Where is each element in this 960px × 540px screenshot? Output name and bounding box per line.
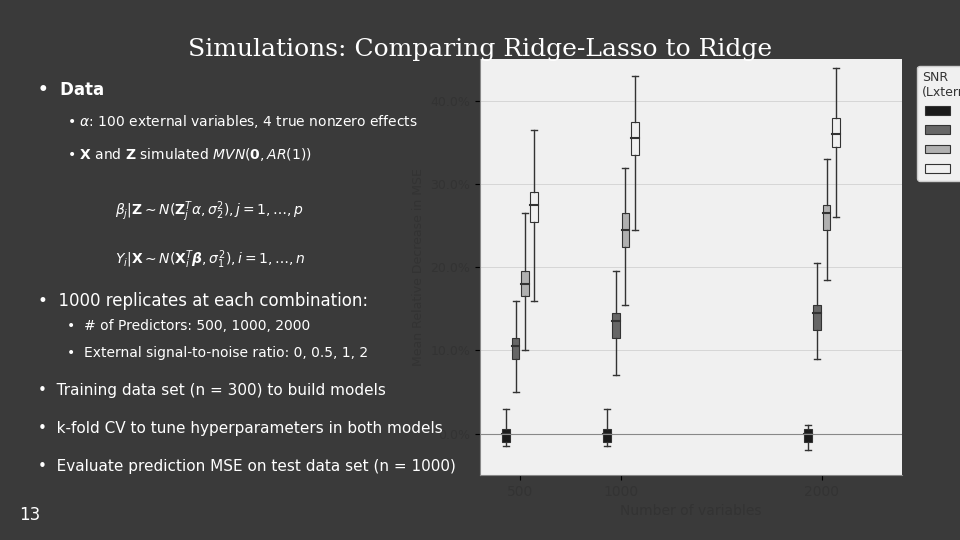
Text: •  # of Predictors: 500, 1000, 2000: • # of Predictors: 500, 1000, 2000: [67, 319, 310, 333]
FancyBboxPatch shape: [622, 213, 629, 246]
Text: • $\alpha$: 100 external variables, 4 true nonzero effects: • $\alpha$: 100 external variables, 4 tr…: [67, 113, 418, 130]
Text: •  1000 replicates at each combination:: • 1000 replicates at each combination:: [38, 292, 369, 309]
FancyBboxPatch shape: [502, 429, 510, 442]
Text: •  Evaluate prediction MSE on test data set (n = 1000): • Evaluate prediction MSE on test data s…: [38, 459, 456, 474]
Text: 13: 13: [19, 506, 40, 524]
Text: $\beta_j|\mathbf{Z} \sim N(\mathbf{Z}_j^T\alpha, \sigma_2^2), j = 1, \ldots, p$: $\beta_j|\mathbf{Z} \sim N(\mathbf{Z}_j^…: [115, 200, 304, 224]
FancyBboxPatch shape: [612, 313, 620, 338]
FancyBboxPatch shape: [512, 338, 519, 359]
Text: • $\mathbf{X}$ and $\mathbf{Z}$ simulated $MVN(\mathbf{0}, AR(1))$: • $\mathbf{X}$ and $\mathbf{Z}$ simulate…: [67, 146, 312, 163]
Legend: 0, 0.5, 1, 2: 0, 0.5, 1, 2: [917, 66, 960, 181]
FancyBboxPatch shape: [521, 272, 529, 296]
FancyBboxPatch shape: [832, 118, 840, 147]
Y-axis label: Mean Relative Decrease in MSE: Mean Relative Decrease in MSE: [412, 168, 425, 366]
FancyBboxPatch shape: [823, 205, 830, 230]
FancyBboxPatch shape: [603, 429, 611, 442]
FancyBboxPatch shape: [631, 122, 638, 155]
FancyBboxPatch shape: [804, 429, 812, 442]
Text: •  Training data set (n = 300) to build models: • Training data set (n = 300) to build m…: [38, 383, 386, 399]
X-axis label: Number of variables: Number of variables: [620, 504, 762, 518]
Text: Simulations: Comparing Ridge-Lasso to Ridge: Simulations: Comparing Ridge-Lasso to Ri…: [188, 38, 772, 61]
Text: •  k-fold CV to tune hyperparameters in both models: • k-fold CV to tune hyperparameters in b…: [38, 421, 444, 436]
FancyBboxPatch shape: [813, 305, 821, 329]
Text: $Y_i|\mathbf{X} \sim N(\mathbf{X}_i^T\boldsymbol{\beta}, \sigma_1^2), i = 1, \ld: $Y_i|\mathbf{X} \sim N(\mathbf{X}_i^T\bo…: [115, 248, 305, 271]
Text: •  External signal-to-noise ratio: 0, 0.5, 1, 2: • External signal-to-noise ratio: 0, 0.5…: [67, 346, 369, 360]
FancyBboxPatch shape: [531, 192, 539, 221]
Text: •  Data: • Data: [38, 81, 105, 99]
